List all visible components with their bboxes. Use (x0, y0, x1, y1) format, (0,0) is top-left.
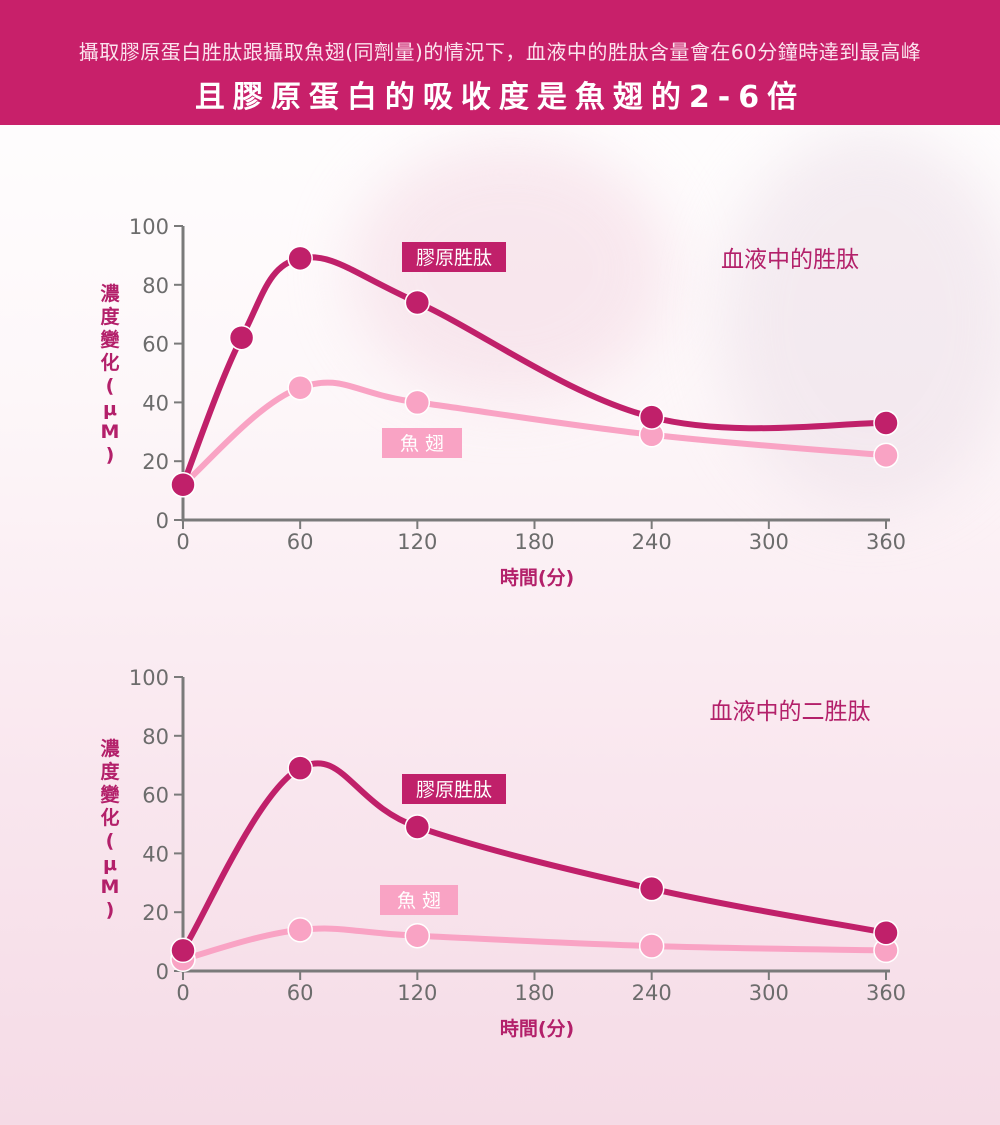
x-axis-label: 時間(分) (500, 1018, 574, 1040)
legend-label: 膠原胜肽 (416, 779, 492, 801)
data-point (287, 755, 313, 781)
data-point (170, 471, 196, 498)
data-point (170, 937, 196, 964)
x-tick-label: 360 (866, 530, 906, 554)
y-tick-label: 60 (142, 333, 169, 357)
y-tick-label: 100 (129, 215, 169, 239)
x-tick-label: 0 (176, 981, 189, 1005)
chart-title: 血液中的胜肽 (721, 247, 859, 273)
series-line-collagen (180, 254, 889, 488)
x-tick-label: 240 (632, 530, 672, 554)
y-tick-label: 0 (156, 509, 169, 533)
data-point (287, 917, 313, 943)
x-tick-label: 60 (287, 530, 314, 554)
y-axis-label-char: ( (106, 830, 115, 852)
legend-swatch (402, 774, 506, 804)
y-axis-label-char: 濃 (100, 283, 120, 305)
series-line-shark-fin (180, 379, 889, 488)
data-point (873, 920, 899, 946)
y-tick-label: 80 (142, 725, 169, 749)
data-point (638, 933, 665, 959)
legend-label: 膠原胜肽 (416, 247, 492, 269)
data-point (287, 245, 313, 272)
y-axis-label-char: 度 (100, 760, 120, 783)
y-tick-label: 100 (129, 666, 169, 690)
series-layer (170, 245, 899, 498)
x-tick-label: 120 (397, 981, 437, 1005)
data-point (873, 442, 899, 469)
x-axis-label: 時間(分) (500, 567, 574, 589)
axes: 0 20 40 60 80 100 0 60 120 180 240 300 360 (129, 215, 906, 554)
x-tick-label: 240 (632, 981, 672, 1005)
y-axis-label-char: ) (106, 444, 115, 466)
data-point (404, 289, 431, 316)
data-point (404, 814, 431, 840)
y-axis-label-char: μ (103, 398, 117, 420)
y-tick-label: 60 (142, 784, 169, 808)
data-point (287, 374, 313, 401)
y-axis-label-char: M (101, 421, 120, 443)
y-axis-label-char: 變 (100, 328, 120, 351)
y-axis-label-char: 化 (100, 806, 119, 829)
data-point (638, 404, 665, 430)
y-axis-label-char: μ (103, 853, 117, 875)
y-tick-label: 40 (142, 842, 169, 866)
data-point (228, 324, 255, 351)
y-tick-label: 0 (156, 960, 169, 984)
y-tick-label: 20 (142, 901, 169, 925)
series-line-collagen (180, 760, 889, 954)
y-tick-label: 20 (142, 450, 169, 474)
y-axis-label-char: 化 (100, 351, 119, 374)
y-axis-label-char: ) (106, 899, 115, 921)
series-line-shark-fin (180, 925, 889, 963)
data-point (404, 922, 431, 949)
x-tick-label: 360 (866, 981, 906, 1005)
legend-swatch (380, 885, 458, 915)
header-banner: 攝取膠原蛋白胜肽跟攝取魚翅(同劑量)的情況下，血液中的胜肽含量會在60分鐘時達到… (0, 0, 1000, 125)
series-layer (170, 755, 899, 972)
legend-swatch (402, 242, 506, 272)
y-tick-label: 40 (142, 391, 169, 415)
y-axis-label-char: ( (106, 375, 115, 397)
legend-label: 魚 翅 (400, 433, 444, 455)
legend-label: 魚 翅 (397, 890, 441, 912)
legend-swatch (382, 428, 462, 458)
header-title: 且膠原蛋白的吸收度是魚翅的2-6倍 (194, 80, 806, 115)
x-tick-label: 120 (397, 530, 437, 554)
x-tick-label: 0 (176, 530, 189, 554)
chart-title: 血液中的二胜肽 (710, 699, 871, 725)
y-axis-label-char: 變 (100, 783, 120, 806)
data-point (873, 410, 899, 436)
x-tick-label: 300 (749, 981, 789, 1005)
x-tick-label: 180 (514, 981, 554, 1005)
x-tick-label: 180 (514, 530, 554, 554)
data-point (638, 875, 665, 902)
data-point (404, 389, 431, 416)
y-axis-label-char: 度 (100, 305, 120, 328)
x-tick-label: 60 (287, 981, 314, 1005)
y-tick-label: 80 (142, 274, 169, 298)
y-axis-label-char: M (101, 876, 120, 898)
x-tick-label: 300 (749, 530, 789, 554)
header-subtitle: 攝取膠原蛋白胜肽跟攝取魚翅(同劑量)的情況下，血液中的胜肽含量會在60分鐘時達到… (78, 40, 922, 64)
y-axis-label-char: 濃 (100, 738, 120, 760)
